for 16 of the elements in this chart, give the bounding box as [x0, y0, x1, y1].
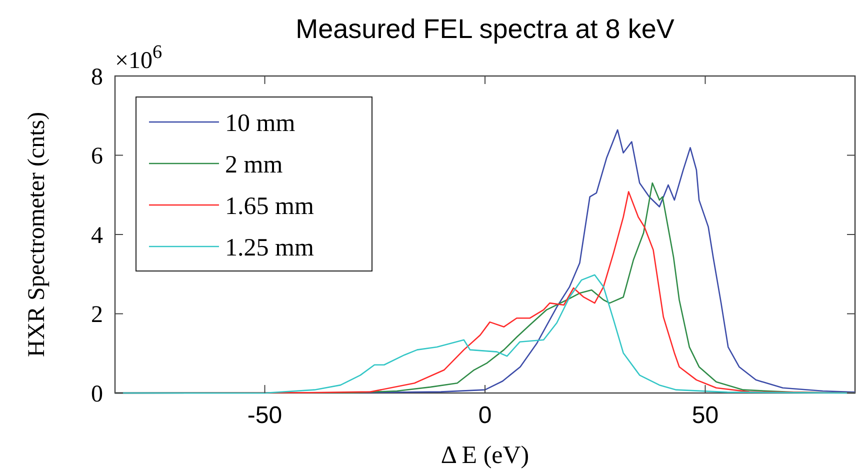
y-axis-title: HXR Spectrometer (cnts)	[24, 112, 50, 358]
y-tick-label: 8	[91, 64, 103, 90]
legend-label: 2 mm	[225, 151, 284, 178]
x-tick-label: 0	[478, 402, 492, 429]
legend-label: 10 mm	[225, 110, 296, 137]
x-tick-label: 50	[692, 402, 719, 429]
y-tick-label: 2	[91, 302, 103, 328]
y-tick-label: 4	[91, 222, 103, 249]
y-tick-label: 0	[91, 381, 103, 408]
legend-label: 1.65 mm	[225, 192, 314, 220]
chart-title: Measured FEL spectra at 8 keV	[296, 14, 674, 44]
legend-label: 1.25 mm	[225, 234, 314, 262]
x-tick-label: -50	[247, 402, 282, 429]
y-tick-label: 6	[91, 144, 103, 170]
x-axis-title: Δ E (eV)	[440, 442, 530, 469]
text: ×10$^{6}$	[115, 42, 163, 74]
